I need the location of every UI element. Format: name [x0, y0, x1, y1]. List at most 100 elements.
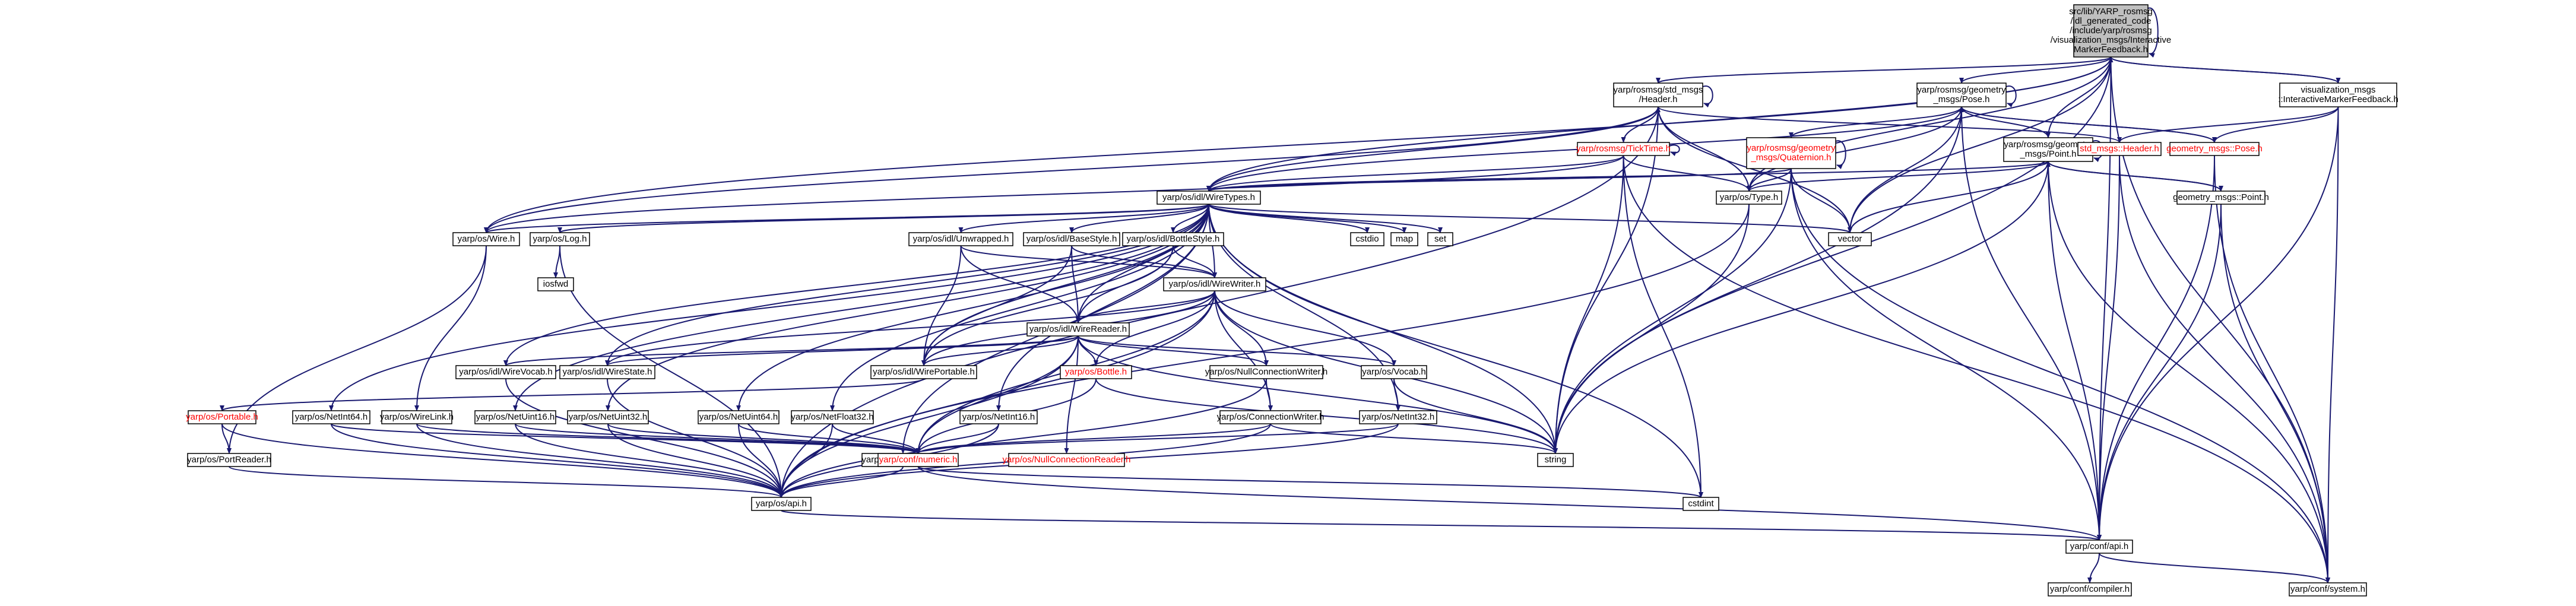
node-portable[interactable]: yarp/os/Portable.h	[186, 410, 258, 424]
node-box-wiretypes[interactable]	[1156, 191, 1261, 205]
node-box-os_api[interactable]	[751, 497, 812, 511]
node-box-root[interactable]	[2073, 4, 2149, 58]
node-box-vocab[interactable]	[1361, 365, 1427, 379]
node-box-vector[interactable]	[1828, 232, 1872, 246]
node-conf_api[interactable]: yarp/conf/api.h	[2065, 540, 2133, 554]
node-box-netint16[interactable]	[959, 410, 1038, 424]
node-box-geo_pose[interactable]	[1916, 83, 2007, 107]
node-set[interactable]: set	[1427, 232, 1453, 246]
node-box-portreader[interactable]	[187, 453, 271, 467]
node-vm_imf[interactable]: visualization_msgs::InteractiveMarkerFee…	[2278, 83, 2398, 107]
node-wirereader[interactable]: yarp/os/idl/WireReader.h	[1026, 322, 1130, 337]
node-string[interactable]: string	[1537, 453, 1574, 467]
node-cstdio[interactable]: cstdio	[1350, 232, 1384, 246]
node-box-gm_point[interactable]	[2176, 191, 2266, 205]
node-netuint32[interactable]: yarp/os/NetUint32.h	[567, 410, 649, 424]
node-compiler[interactable]: yarp/conf/compiler.h	[2048, 582, 2132, 597]
node-gm_pose[interactable]: geometry_msgs::Pose.h	[2166, 142, 2263, 156]
node-box-system[interactable]	[2289, 582, 2367, 597]
node-box-wirevocab[interactable]	[455, 365, 556, 379]
node-box-netuint64[interactable]	[698, 410, 780, 424]
node-box-netfloat32[interactable]	[791, 410, 874, 424]
node-box-std_msgs_header[interactable]	[2077, 142, 2162, 156]
node-box-cstdint[interactable]	[1683, 497, 1719, 511]
node-netint32[interactable]: yarp/os/NetInt32.h	[1359, 410, 1437, 424]
node-box-bottle[interactable]	[1060, 365, 1132, 379]
node-box-vm_imf[interactable]	[2279, 83, 2397, 107]
node-box-nullconnreader[interactable]	[1008, 453, 1125, 467]
node-numeric[interactable]: yarp/conf/numeric.h	[877, 453, 959, 467]
node-box-basestyle[interactable]	[1023, 232, 1120, 246]
node-wirewriter[interactable]: yarp/os/idl/WireWriter.h	[1163, 277, 1266, 291]
node-netint16[interactable]: yarp/os/NetInt16.h	[959, 410, 1038, 424]
node-gm_point[interactable]: geometry_msgs::Point.h	[2173, 191, 2269, 205]
node-label-std_msgs_header: std_msgs::Header.h	[2080, 144, 2159, 154]
node-connwriter[interactable]: yarp/os/ConnectionWriter.h	[1217, 410, 1325, 424]
node-bottlestyle[interactable]: yarp/os/idl/BottleStyle.h	[1122, 232, 1224, 246]
node-geo_pose[interactable]: yarp/rosmsg/geometry_msgs/Pose.h	[1916, 83, 2007, 107]
node-system[interactable]: yarp/conf/system.h	[2289, 582, 2367, 597]
node-portreader[interactable]: yarp/os/PortReader.h	[187, 453, 271, 467]
node-box-wirelink[interactable]	[381, 410, 452, 424]
node-box-bottlestyle[interactable]	[1122, 232, 1224, 246]
node-log[interactable]: yarp/os/Log.h	[530, 232, 590, 246]
node-vocab[interactable]: yarp/os/Vocab.h	[1361, 365, 1427, 379]
node-wirestate[interactable]: yarp/os/idl/WireState.h	[559, 365, 655, 379]
node-box-ticktime[interactable]	[1577, 142, 1670, 156]
node-box-netuint16[interactable]	[474, 410, 556, 424]
node-box-conf_api[interactable]	[2065, 540, 2133, 554]
node-wireportable[interactable]: yarp/os/idl/WirePortable.h	[870, 365, 977, 379]
node-box-numeric[interactable]	[877, 453, 959, 467]
node-netuint64[interactable]: yarp/os/NetUint64.h	[698, 410, 780, 424]
node-box-log[interactable]	[530, 232, 590, 246]
node-bottle[interactable]: yarp/os/Bottle.h	[1060, 365, 1132, 379]
node-root[interactable]: src/lib/YARP_rosmsg/idl_generated_code/i…	[2051, 4, 2171, 58]
node-box-portable[interactable]	[188, 410, 256, 424]
node-box-connwriter[interactable]	[1219, 410, 1322, 424]
node-std_msgs_header[interactable]: std_msgs::Header.h	[2077, 142, 2162, 156]
node-type[interactable]: yarp/os/Type.h	[1716, 191, 1782, 205]
node-box-cstdio[interactable]	[1350, 232, 1384, 246]
node-box-unwrapped[interactable]	[908, 232, 1013, 246]
node-cstdint[interactable]: cstdint	[1683, 497, 1719, 511]
node-nullconnwriter[interactable]: yarp/os/NullConnectionWriter.h	[1205, 365, 1327, 379]
node-wiretypes[interactable]: yarp/os/idl/WireTypes.h	[1156, 191, 1261, 205]
node-box-map[interactable]	[1390, 232, 1418, 246]
node-wirelink[interactable]: yarp/os/WireLink.h	[380, 410, 454, 424]
node-box-wire[interactable]	[452, 232, 520, 246]
node-box-wirereader[interactable]	[1026, 322, 1130, 337]
node-map[interactable]: map	[1390, 232, 1418, 246]
node-box-set[interactable]	[1427, 232, 1453, 246]
node-netint64[interactable]: yarp/os/NetInt64.h	[292, 410, 370, 424]
node-box-nullconnwriter[interactable]	[1209, 365, 1323, 379]
node-box-netint64[interactable]	[292, 410, 370, 424]
node-box-wireportable[interactable]	[870, 365, 977, 379]
node-os_api[interactable]: yarp/os/api.h	[751, 497, 812, 511]
node-box-iosfwd[interactable]	[537, 277, 574, 291]
node-box-std_header[interactable]	[1613, 83, 1703, 107]
node-box-geo_quat[interactable]	[1746, 137, 1836, 169]
node-box-wirewriter[interactable]	[1163, 277, 1266, 291]
node-netfloat32[interactable]: yarp/os/NetFloat32.h	[791, 410, 874, 424]
node-box-gm_pose[interactable]	[2169, 142, 2260, 156]
edge-type-to-string	[1553, 204, 1750, 454]
node-box-type[interactable]	[1716, 191, 1782, 205]
node-unwrapped[interactable]: yarp/os/idl/Unwrapped.h	[908, 232, 1013, 246]
edge-wirewriter-to-wirereader	[1076, 290, 1215, 323]
node-basestyle[interactable]: yarp/os/idl/BaseStyle.h	[1023, 232, 1120, 246]
node-box-wirestate[interactable]	[559, 365, 655, 379]
node-geo_point[interactable]: yarp/rosmsg/geometry_msgs/Point.h	[2003, 137, 2093, 162]
node-netuint16[interactable]: yarp/os/NetUint16.h	[474, 410, 556, 424]
node-nullconnreader[interactable]: yarp/os/NullConnectionReader.h	[1003, 453, 1131, 467]
node-wire[interactable]: yarp/os/Wire.h	[452, 232, 520, 246]
node-box-string[interactable]	[1537, 453, 1574, 467]
node-std_header[interactable]: yarp/rosmsg/std_msgs/Header.h	[1613, 83, 1703, 107]
node-box-netuint32[interactable]	[567, 410, 649, 424]
node-ticktime[interactable]: yarp/rosmsg/TickTime.h	[1576, 142, 1671, 156]
node-iosfwd[interactable]: iosfwd	[537, 277, 574, 291]
node-wirevocab[interactable]: yarp/os/idl/WireVocab.h	[455, 365, 556, 379]
node-box-compiler[interactable]	[2048, 582, 2132, 597]
node-box-netint32[interactable]	[1359, 410, 1437, 424]
node-geo_quat[interactable]: yarp/rosmsg/geometry_msgs/Quaternion.h	[1746, 137, 1836, 169]
node-vector[interactable]: vector	[1828, 232, 1872, 246]
